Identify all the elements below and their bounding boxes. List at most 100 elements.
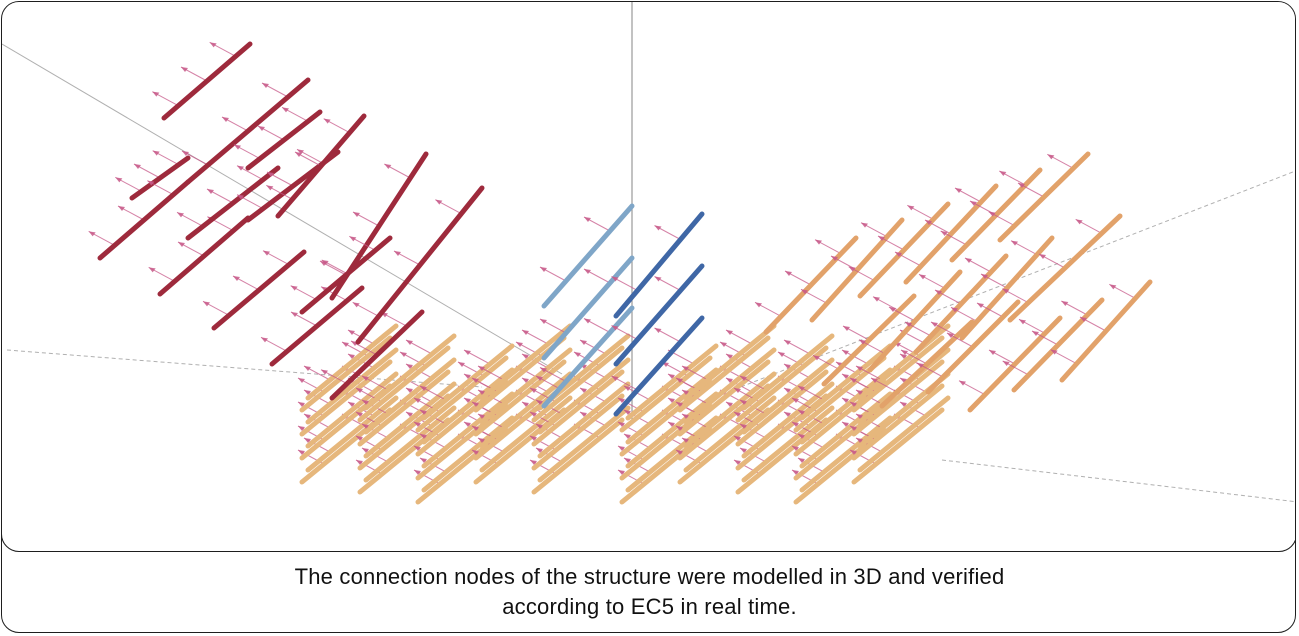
model-viewport[interactable] <box>2 2 1295 552</box>
arrow-head <box>297 149 304 155</box>
arrow-head <box>348 330 355 335</box>
timber-beam <box>355 185 485 345</box>
arrow-head <box>951 307 958 313</box>
arrow-head <box>420 458 427 463</box>
arrow-head <box>478 390 485 395</box>
arrow-head <box>464 350 471 355</box>
timber-beam <box>421 391 515 469</box>
arrow-head <box>406 340 413 345</box>
member <box>152 41 253 121</box>
timber-beam <box>925 299 1021 395</box>
member <box>88 179 191 261</box>
arrow-head <box>234 144 241 150</box>
arrow-head <box>871 378 878 383</box>
arrow-head <box>682 390 689 395</box>
arrow-head <box>848 266 856 272</box>
timber-beam <box>531 393 625 471</box>
member <box>958 315 1063 413</box>
arrow-head <box>784 364 791 369</box>
arrow-head <box>1018 183 1025 188</box>
member <box>1002 297 1105 393</box>
timber-beam <box>851 335 945 413</box>
timber-beam <box>1011 297 1105 393</box>
member <box>1002 213 1123 323</box>
arrow-head <box>618 422 625 427</box>
arrow-head <box>207 189 214 194</box>
arrow-head <box>682 414 689 419</box>
arrow-head <box>901 350 908 355</box>
arrow-head <box>148 267 156 273</box>
timber-beam <box>415 403 509 481</box>
arrow-head <box>147 180 155 186</box>
arrow-head <box>298 426 305 431</box>
arrow-head <box>522 378 529 383</box>
timber-beam <box>1059 279 1153 383</box>
member <box>1050 279 1153 383</box>
arrow-head <box>668 398 675 403</box>
arrow-head <box>618 398 625 403</box>
arrow-head <box>356 436 363 441</box>
axis-line-dashed <box>941 459 1295 503</box>
arrow-head <box>1109 284 1117 290</box>
arrow-head <box>540 319 547 324</box>
arrow-head <box>1061 301 1069 306</box>
arrow-head <box>624 386 631 391</box>
arrow-head <box>134 164 141 169</box>
timber-beam <box>625 343 719 421</box>
arrow-head <box>261 337 268 343</box>
timber-beam <box>537 381 631 459</box>
member <box>477 323 573 401</box>
arrow-head <box>900 402 907 407</box>
arrow-head <box>919 274 926 280</box>
arrow-head <box>734 388 741 393</box>
arrow-head <box>850 450 857 455</box>
timber-beam <box>851 359 945 437</box>
arrow-head <box>654 276 662 282</box>
arrow-head <box>478 438 485 443</box>
roof-right-members <box>754 151 1153 413</box>
timber-beam <box>913 253 1009 355</box>
arrow-head <box>668 374 675 379</box>
arrow-head <box>584 217 591 222</box>
arrow-head <box>624 434 631 439</box>
timber-beam <box>625 415 719 493</box>
timber-beam <box>683 347 777 425</box>
caption-line-2: according to EC5 in real time. <box>502 594 797 619</box>
arrow-head <box>889 307 896 312</box>
arrow-head <box>362 448 369 453</box>
arrow-head <box>654 328 662 333</box>
arrow-head <box>740 448 747 453</box>
timber-beam <box>821 293 917 387</box>
arrow-head <box>977 303 984 308</box>
arrow-head <box>856 390 863 395</box>
arrow-head <box>895 252 902 257</box>
arrow-head <box>682 438 689 443</box>
center-members <box>539 203 705 417</box>
timber-beam <box>619 355 713 433</box>
arrow-head <box>905 322 912 327</box>
arrow-head <box>959 380 966 386</box>
arrow-head <box>755 302 762 308</box>
arrow-head <box>88 231 96 237</box>
timber-beam <box>245 109 323 171</box>
timber-beam <box>541 203 635 309</box>
arrow-head <box>356 460 363 465</box>
timber-beam <box>161 41 253 121</box>
timber-beam <box>415 427 509 505</box>
arrow-head <box>856 438 863 443</box>
arrow-head <box>472 378 479 383</box>
arrow-head <box>290 285 298 291</box>
arrow-head <box>931 322 938 327</box>
arrow-head <box>842 374 849 379</box>
arrow-head <box>203 301 210 307</box>
arrow-head <box>282 107 289 113</box>
timber-beam <box>857 323 951 401</box>
arrow-head <box>836 362 843 367</box>
arrow-head <box>726 330 733 335</box>
arrow-head <box>478 414 485 419</box>
arrow-head <box>798 410 805 415</box>
timber-beam <box>613 263 705 367</box>
member <box>419 343 515 421</box>
arrow-head <box>668 422 675 427</box>
arrow-head <box>414 446 421 451</box>
